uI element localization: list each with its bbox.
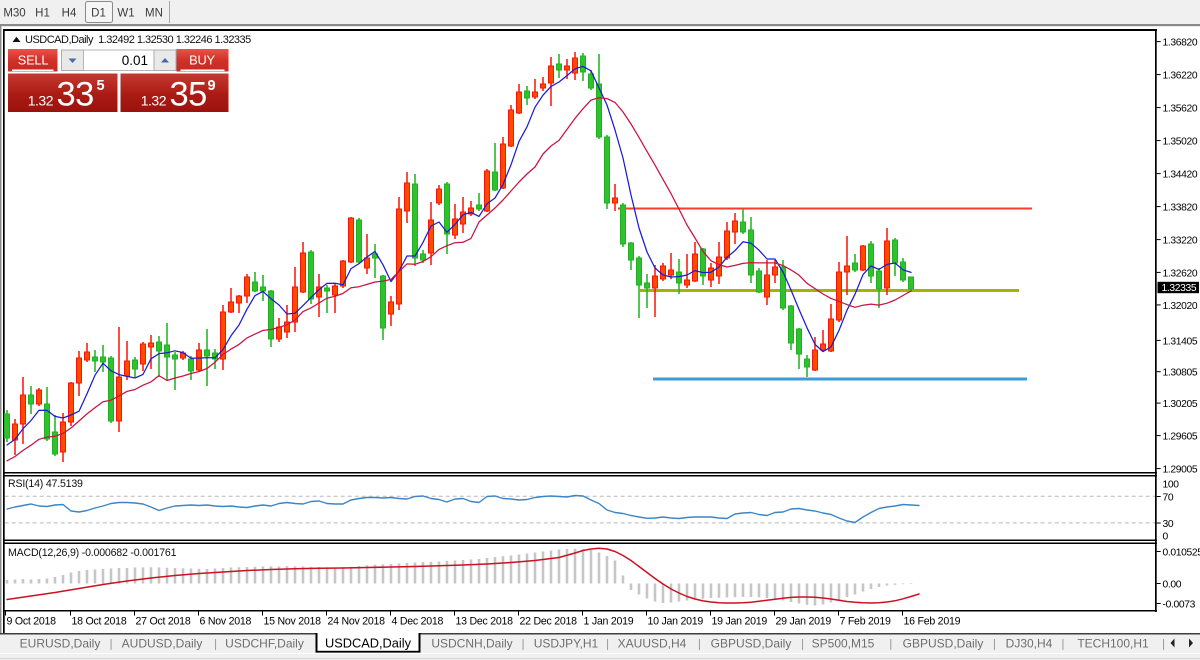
svg-text:9 Oct 2018: 9 Oct 2018 — [7, 616, 57, 628]
svg-text:-0.0073: -0.0073 — [1163, 600, 1196, 611]
svg-text:1.29005: 1.29005 — [1163, 465, 1198, 476]
svg-text:1.30205: 1.30205 — [1163, 399, 1198, 410]
svg-text:EURUSD,Daily: EURUSD,Daily — [20, 637, 101, 651]
svg-text:AUDUSD,Daily: AUDUSD,Daily — [122, 637, 203, 651]
svg-text:1.35020: 1.35020 — [1163, 137, 1198, 148]
svg-text:USDCAD,Daily 1.32492 1.32530: USDCAD,Daily 1.32492 1.32530 1.32246 1.3… — [25, 34, 251, 46]
svg-text:0.010525: 0.010525 — [1163, 548, 1200, 559]
svg-text:10 Jan 2019: 10 Jan 2019 — [648, 616, 704, 628]
svg-text:|: | — [606, 637, 609, 651]
svg-text:H4: H4 — [62, 8, 77, 20]
svg-text:BUY: BUY — [189, 53, 215, 68]
svg-text:35: 35 — [170, 76, 207, 114]
svg-text:DJ30,H4: DJ30,H4 — [1006, 637, 1053, 651]
svg-text:XAUUSD,H4: XAUUSD,H4 — [618, 637, 687, 651]
svg-text:9: 9 — [208, 78, 216, 94]
svg-text:22 Dec 2018: 22 Dec 2018 — [520, 616, 578, 628]
svg-text:1.33220: 1.33220 — [1163, 236, 1198, 247]
svg-text:4 Dec 2018: 4 Dec 2018 — [392, 616, 444, 628]
svg-text:100: 100 — [1163, 480, 1180, 491]
svg-text:H1: H1 — [35, 8, 50, 20]
svg-text:MN: MN — [145, 8, 163, 20]
svg-text:TECH100,H1: TECH100,H1 — [1077, 637, 1149, 651]
svg-text:1.32: 1.32 — [141, 93, 167, 109]
svg-text:24 Nov 2018: 24 Nov 2018 — [328, 616, 386, 628]
svg-text:19 Jan 2019: 19 Jan 2019 — [712, 616, 768, 628]
svg-text:1.32620: 1.32620 — [1163, 268, 1198, 279]
svg-text:0.00: 0.00 — [1163, 580, 1182, 591]
svg-text:|: | — [1162, 637, 1165, 651]
svg-text:1.32335: 1.32335 — [1162, 283, 1197, 294]
svg-text:13 Dec 2018: 13 Dec 2018 — [456, 616, 514, 628]
svg-text:0.01: 0.01 — [122, 53, 148, 68]
svg-text:1.34420: 1.34420 — [1163, 170, 1198, 181]
svg-text:1.32020: 1.32020 — [1163, 301, 1198, 312]
svg-text:70: 70 — [1163, 493, 1174, 504]
svg-text:0: 0 — [1163, 532, 1169, 543]
svg-text:USDCNH,Daily: USDCNH,Daily — [431, 637, 512, 651]
svg-text:18 Oct 2018: 18 Oct 2018 — [72, 616, 127, 628]
svg-text:30: 30 — [1163, 519, 1174, 530]
svg-text:5: 5 — [97, 78, 105, 94]
svg-text:|: | — [993, 637, 996, 651]
svg-text:1.36820: 1.36820 — [1163, 38, 1198, 49]
svg-text:1.31405: 1.31405 — [1163, 336, 1198, 347]
svg-text:1.35620: 1.35620 — [1163, 104, 1198, 115]
svg-text:1.32: 1.32 — [28, 93, 54, 109]
svg-text:USDJPY,H1: USDJPY,H1 — [534, 637, 599, 651]
svg-text:M30: M30 — [3, 8, 25, 20]
svg-text:MACD(12,26,9) -0.000682 -0.001: MACD(12,26,9) -0.000682 -0.001761 — [8, 547, 177, 559]
svg-text:33: 33 — [57, 76, 94, 114]
svg-text:|: | — [698, 637, 701, 651]
svg-text:USDCAD,Daily: USDCAD,Daily — [325, 636, 412, 651]
svg-text:|: | — [889, 637, 892, 651]
svg-text:W1: W1 — [117, 8, 134, 20]
svg-text:|: | — [214, 637, 217, 651]
svg-text:15 Nov 2018: 15 Nov 2018 — [264, 616, 322, 628]
svg-text:SELL: SELL — [18, 53, 49, 68]
svg-text:1.30805: 1.30805 — [1163, 368, 1198, 379]
svg-text:1.33820: 1.33820 — [1163, 203, 1198, 214]
svg-text:USDCHF,Daily: USDCHF,Daily — [225, 637, 304, 651]
svg-text:27 Oct 2018: 27 Oct 2018 — [136, 616, 191, 628]
svg-text:1.29605: 1.29605 — [1163, 432, 1198, 443]
svg-text:|: | — [1061, 637, 1064, 651]
svg-text:29 Jan 2019: 29 Jan 2019 — [776, 616, 832, 628]
svg-text:6 Nov 2018: 6 Nov 2018 — [200, 616, 252, 628]
svg-text:1.36220: 1.36220 — [1163, 71, 1198, 82]
svg-text:GBPUSD,Daily: GBPUSD,Daily — [903, 637, 984, 651]
svg-text:|: | — [801, 637, 804, 651]
svg-text:16 Feb 2019: 16 Feb 2019 — [904, 616, 961, 628]
svg-text:7 Feb 2019: 7 Feb 2019 — [840, 616, 891, 628]
svg-text:D1: D1 — [91, 8, 106, 20]
svg-text:SP500,M15: SP500,M15 — [812, 637, 875, 651]
svg-text:1 Jan 2019: 1 Jan 2019 — [584, 616, 634, 628]
svg-text:GBPUSD,Daily: GBPUSD,Daily — [711, 637, 792, 651]
svg-text:|: | — [109, 637, 112, 651]
svg-text:RSI(14) 47.5139: RSI(14) 47.5139 — [8, 478, 83, 490]
svg-text:|: | — [521, 637, 524, 651]
